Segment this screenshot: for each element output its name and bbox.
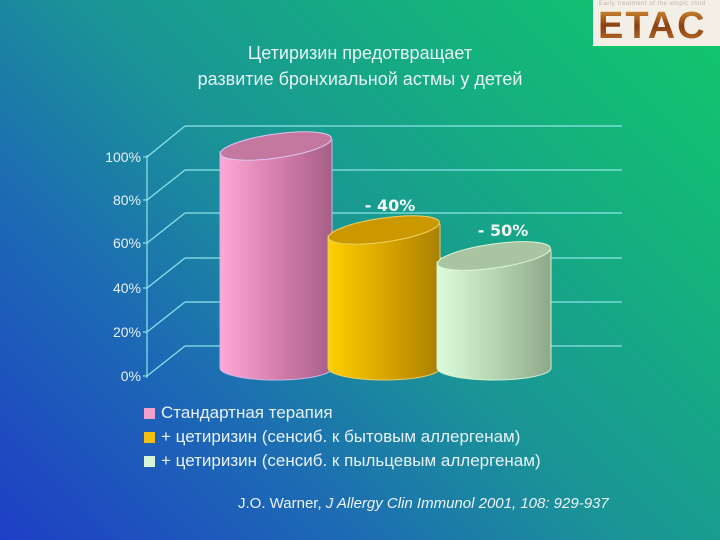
citation-author: J.O. Warner, (238, 495, 326, 512)
legend-item-household: + цетиризин (сенсиб. к бытовым аллергена… (144, 425, 541, 449)
y-tick-20: 20% (113, 324, 141, 340)
legend-swatch-yellow (144, 431, 155, 443)
bar-standard-therapy (219, 131, 333, 381)
y-tick-80: 80% (113, 192, 141, 208)
logo-text: ETAC (598, 5, 707, 47)
annotation-minus-50: - 50% (478, 221, 529, 240)
etac-logo: Early treatment of the atopic child ETAC (593, 0, 720, 48)
legend-label: + цетиризин (сенсиб. к пыльцевым аллерге… (161, 451, 541, 470)
bar-pollen-allergens (436, 241, 552, 381)
y-tick-0: 0% (121, 368, 141, 384)
annotation-minus-40: - 40% (365, 196, 416, 215)
y-tick-100: 100% (105, 149, 141, 165)
citation: J.O. Warner, J Allergy Clin Immunol 2001… (238, 495, 609, 512)
legend-label: Стандартная терапия (161, 403, 333, 422)
chart-title: Цетиризин предотвращает развитие бронхиа… (130, 40, 590, 92)
chart-legend: Стандартная терапия + цетиризин (сенсиб.… (144, 401, 541, 473)
citation-journal: J Allergy Clin Immunol 2001, 108: 929-93… (325, 495, 609, 512)
y-tick-60: 60% (113, 235, 141, 251)
legend-item-pollen: + цетиризин (сенсиб. к пыльцевым аллерге… (144, 449, 541, 473)
legend-swatch-green (144, 455, 155, 467)
legend-label: + цетиризин (сенсиб. к бытовым аллергена… (161, 427, 521, 446)
bar-household-allergens (327, 215, 441, 381)
title-line-1: Цетиризин предотвращает (247, 43, 473, 63)
legend-item-standard: Стандартная терапия (144, 401, 541, 425)
logo-subtext: Early treatment of the atopic child (599, 1, 706, 7)
legend-swatch-pink (144, 407, 155, 419)
title-line-2: развитие бронхиальной астмы у детей (197, 69, 523, 89)
y-tick-40: 40% (113, 280, 141, 296)
